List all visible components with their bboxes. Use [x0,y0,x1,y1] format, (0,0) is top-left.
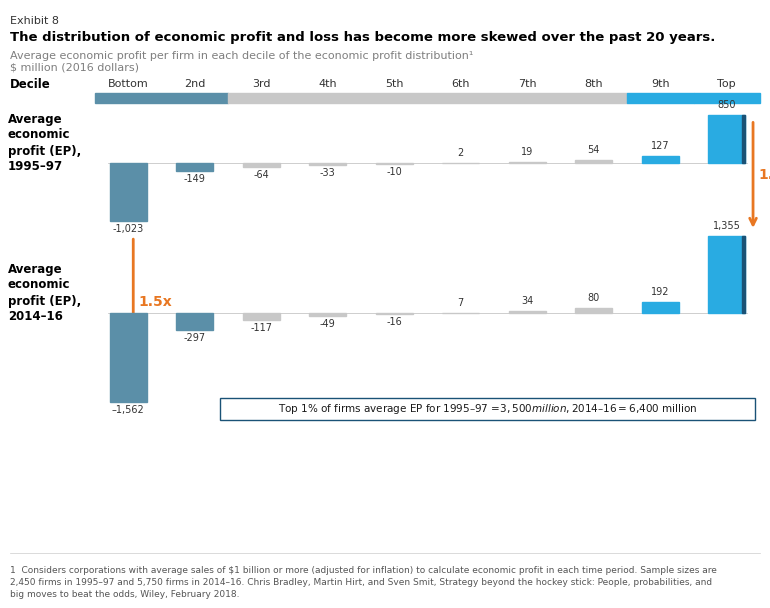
Text: Top 1% of firms average EP for 1995–97 =​$3,500 million, 2014–16 = $6,400 millio: Top 1% of firms average EP for 1995–97 =… [278,402,697,416]
Text: Average
economic
profit (EP),
2014–16: Average economic profit (EP), 2014–16 [8,263,82,323]
Text: 19: 19 [521,147,534,157]
Bar [575,160,612,163]
Text: 1.5x: 1.5x [139,295,172,309]
Bar [742,114,745,163]
Bar [509,311,545,313]
Text: 34: 34 [521,296,534,306]
Bar [627,93,694,103]
Bar [176,313,213,330]
Bar [708,114,745,163]
Bar [95,93,228,103]
Text: -10: -10 [387,167,402,176]
Text: -297: -297 [184,333,206,343]
Text: -149: -149 [184,174,206,184]
Text: 4th: 4th [319,79,337,89]
Bar [243,163,280,167]
Text: –1,562: –1,562 [112,405,145,415]
Bar [243,313,280,320]
Text: Average
economic
profit (EP),
1995–97: Average economic profit (EP), 1995–97 [8,112,82,173]
Bar [110,163,146,221]
Text: -49: -49 [320,319,336,329]
Bar [509,162,545,163]
Bar [694,93,760,103]
Bar [228,93,627,103]
Text: -1,023: -1,023 [112,224,144,234]
Text: Average economic profit per firm in each decile of the economic profit distribut: Average economic profit per firm in each… [10,51,474,61]
Text: Bottom: Bottom [108,79,149,89]
Text: 1  Considers corporations with average sales of $1 billion or more (adjusted for: 1 Considers corporations with average sa… [10,566,717,599]
Text: 5th: 5th [385,79,403,89]
Text: 1,355: 1,355 [713,221,741,231]
Text: 192: 192 [651,287,669,297]
Bar [642,156,678,163]
Text: -117: -117 [250,323,273,333]
Bar [310,313,346,316]
Bar [708,236,745,313]
Bar [310,163,346,165]
Text: $ million (2016 dollars): $ million (2016 dollars) [10,62,139,72]
Text: 2nd: 2nd [184,79,206,89]
Bar [642,302,678,313]
Text: 127: 127 [651,141,670,151]
Text: 80: 80 [588,294,600,303]
Bar [575,308,612,313]
Bar [176,163,213,171]
Text: 2: 2 [457,148,464,158]
Text: -16: -16 [387,317,402,327]
Text: 6th: 6th [451,79,470,89]
Text: -33: -33 [320,168,336,178]
Bar [376,313,413,314]
Text: 7: 7 [457,297,464,308]
Text: 54: 54 [588,145,600,155]
Text: Exhibit 8: Exhibit 8 [10,16,59,26]
Bar [220,398,755,420]
Text: 3rd: 3rd [252,79,270,89]
Text: Decile: Decile [10,77,51,91]
Text: 7th: 7th [518,79,537,89]
Text: Top: Top [718,79,736,89]
Text: -64: -64 [253,170,270,179]
Text: 850: 850 [718,100,736,109]
Text: 8th: 8th [584,79,603,89]
Bar [110,313,146,402]
Bar [742,236,745,313]
Text: The distribution of economic profit and loss has become more skewed over the pas: The distribution of economic profit and … [10,31,715,44]
Text: 1.6x: 1.6x [758,168,770,182]
Text: 9th: 9th [651,79,670,89]
